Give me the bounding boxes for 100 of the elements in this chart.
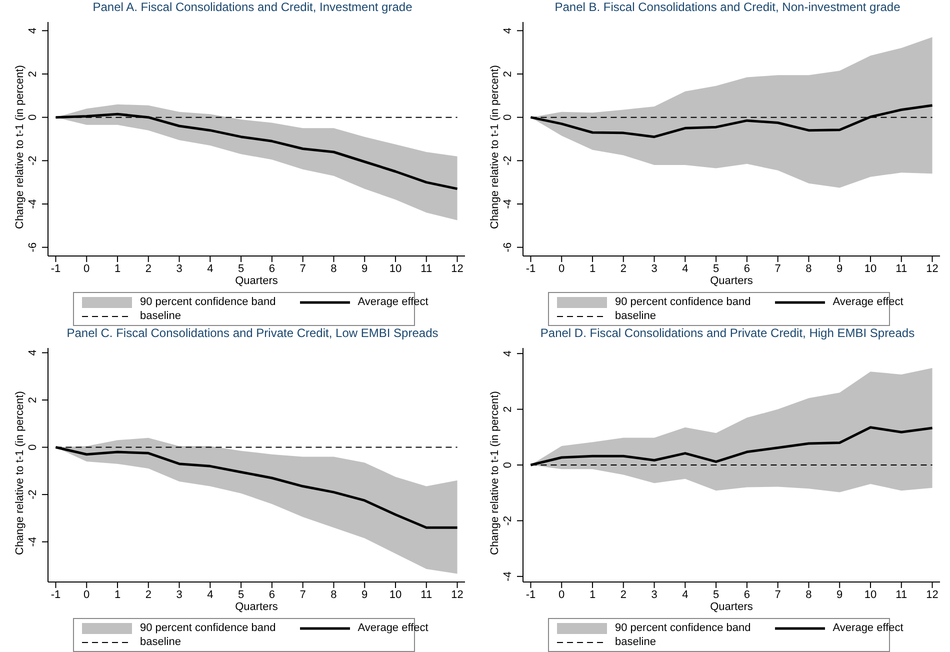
x-tick-label: 8 bbox=[806, 588, 812, 601]
x-tick-label: 2 bbox=[145, 588, 152, 601]
y-tick-label: 0 bbox=[502, 462, 514, 468]
x-tick-label: 6 bbox=[268, 588, 276, 601]
y-tick-label: 4 bbox=[27, 350, 39, 356]
y-tick-label: -4 bbox=[27, 536, 39, 547]
x-tick-label: 11 bbox=[896, 262, 908, 275]
x-tick-label: 3 bbox=[651, 588, 658, 601]
x-tick-label: -1 bbox=[50, 588, 61, 601]
x-tick-label: 4 bbox=[682, 262, 688, 275]
x-axis-title: Quarters bbox=[710, 601, 754, 613]
y-axis-title: Change relative to t-1 (in percent) bbox=[488, 65, 501, 229]
legend-label: 90 percent confidence band bbox=[140, 622, 276, 634]
x-tick-label: 11 bbox=[420, 588, 432, 601]
y-tick-label: 0 bbox=[27, 114, 39, 120]
legend-label: Average effect bbox=[832, 296, 904, 308]
y-tick-label: 0 bbox=[502, 114, 514, 120]
x-tick-label: -1 bbox=[526, 262, 536, 275]
legend-label: Average effect bbox=[832, 622, 904, 634]
x-tick-label: 12 bbox=[926, 588, 938, 601]
x-tick-label: 10 bbox=[864, 588, 877, 601]
x-tick-label: 0 bbox=[84, 588, 90, 601]
y-tick-label: -4 bbox=[502, 572, 514, 582]
y-tick-label: 4 bbox=[502, 350, 514, 357]
x-tick-label: 2 bbox=[620, 262, 626, 275]
x-tick-label: 3 bbox=[176, 262, 182, 275]
x-tick-label: 5 bbox=[712, 588, 720, 601]
x-tick-label: 7 bbox=[774, 262, 781, 275]
legend-label: Average effect bbox=[358, 296, 428, 308]
x-tick-label: 7 bbox=[774, 588, 781, 601]
y-tick-label: 4 bbox=[27, 28, 39, 34]
x-tick-label: 12 bbox=[451, 262, 464, 275]
x-axis-title: Quarters bbox=[710, 275, 754, 287]
y-tick-label: -6 bbox=[27, 242, 39, 252]
x-tick-label: 2 bbox=[145, 262, 152, 275]
x-tick-label: 12 bbox=[451, 588, 464, 601]
legend-label: 90 percent confidence band bbox=[615, 296, 751, 308]
x-tick-label: 4 bbox=[207, 262, 214, 275]
legend-label: 90 percent confidence band bbox=[615, 622, 751, 634]
y-tick-label: -2 bbox=[502, 516, 514, 526]
legend-label: Average effect bbox=[358, 622, 428, 634]
x-tick-label: 11 bbox=[420, 262, 432, 275]
y-tick-label: -2 bbox=[502, 156, 514, 166]
legend-label: baseline bbox=[140, 636, 181, 648]
x-tick-label: 8 bbox=[806, 262, 812, 275]
x-tick-label: 10 bbox=[864, 262, 877, 275]
y-tick-label: 4 bbox=[502, 28, 514, 34]
x-tick-label: 5 bbox=[238, 588, 244, 601]
x-axis-title: Quarters bbox=[235, 601, 278, 613]
x-tick-label: 0 bbox=[84, 262, 90, 275]
y-tick-label: 2 bbox=[27, 70, 39, 78]
legend-label: baseline bbox=[615, 310, 656, 322]
x-tick-label: 5 bbox=[712, 262, 720, 275]
chart-title: Panel D. Fiscal Consolidations and Private Credit, High EMBI Spreads bbox=[539, 326, 916, 342]
x-tick-label: 10 bbox=[389, 262, 402, 275]
y-tick-label: 2 bbox=[502, 70, 514, 78]
y-tick-label: 2 bbox=[502, 406, 514, 412]
y-axis-title: Change relative to t-1 (in percent) bbox=[14, 391, 26, 555]
chart-title: Panel C. Fiscal Consolidations and Private Credit, Low EMBI Spreads bbox=[66, 326, 440, 342]
x-tick-label: 0 bbox=[558, 262, 565, 275]
x-tick-label: 3 bbox=[176, 588, 182, 601]
x-tick-label: 1 bbox=[114, 262, 121, 275]
x-tick-label: 1 bbox=[114, 588, 121, 601]
legend-label: baseline bbox=[615, 636, 656, 648]
x-tick-label: 12 bbox=[926, 262, 938, 275]
y-tick-label: -2 bbox=[27, 490, 39, 500]
x-tick-label: 0 bbox=[558, 588, 565, 601]
y-tick-label: -4 bbox=[502, 199, 514, 209]
x-tick-label: 2 bbox=[620, 588, 626, 601]
chart-title: Panel B. Fiscal Consolidations and Credit, Non-investment grade bbox=[554, 0, 902, 16]
x-tick-label: 9 bbox=[836, 262, 843, 275]
y-tick-label: -6 bbox=[502, 242, 514, 252]
x-tick-label: 1 bbox=[589, 588, 596, 601]
y-axis-title: Change relative to t-1 (in percent) bbox=[488, 391, 501, 555]
chart-title: Panel A. Fiscal Consolidations and Credit, Investment grade bbox=[92, 0, 414, 16]
x-tick-label: 4 bbox=[682, 588, 688, 601]
x-tick-label: 3 bbox=[651, 262, 658, 275]
x-tick-label: 1 bbox=[589, 262, 596, 275]
x-tick-label: 7 bbox=[300, 262, 306, 275]
y-tick-label: -2 bbox=[27, 156, 39, 166]
x-tick-label: 9 bbox=[362, 262, 368, 275]
x-tick-label: 4 bbox=[207, 588, 214, 601]
x-tick-label: 6 bbox=[268, 262, 276, 275]
y-tick-label: 2 bbox=[27, 396, 39, 404]
y-axis-title: Change relative to t-1 (in percent) bbox=[14, 65, 26, 229]
x-tick-label: 9 bbox=[836, 588, 843, 601]
legend-label: baseline bbox=[140, 310, 181, 322]
legend-label: 90 percent confidence band bbox=[140, 296, 276, 308]
x-tick-label: 9 bbox=[362, 588, 368, 601]
y-tick-label: 0 bbox=[27, 444, 39, 450]
x-tick-label: 5 bbox=[238, 262, 244, 275]
y-tick-label: -4 bbox=[27, 199, 39, 209]
x-tick-label: 7 bbox=[300, 588, 306, 601]
x-tick-label: 8 bbox=[330, 262, 337, 275]
x-tick-label: 11 bbox=[896, 588, 908, 601]
x-tick-label: -1 bbox=[50, 262, 61, 275]
x-tick-label: -1 bbox=[526, 588, 536, 601]
x-tick-label: 10 bbox=[389, 588, 402, 601]
x-tick-label: 6 bbox=[744, 262, 750, 275]
x-tick-label: 8 bbox=[330, 588, 337, 601]
